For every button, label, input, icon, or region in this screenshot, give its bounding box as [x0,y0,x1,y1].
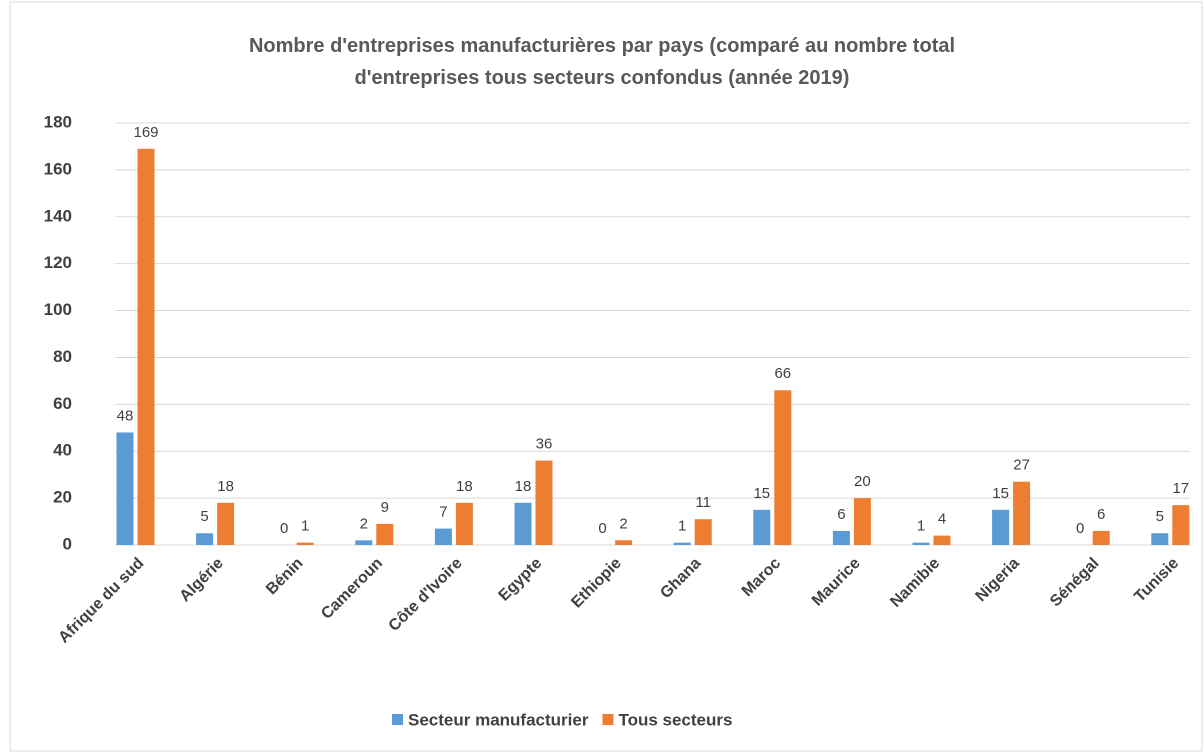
y-tick-label: 40 [53,441,72,460]
data-label: 6 [837,506,845,523]
bar [1151,533,1169,545]
bar [116,432,134,545]
bar [753,509,771,545]
data-label: 18 [515,478,532,495]
y-tick-label: 80 [53,347,72,366]
data-label: 7 [439,504,447,521]
bar [535,460,553,545]
bar [355,540,373,545]
bar [1172,505,1190,545]
x-tick-label: Algérie [177,555,227,605]
data-label: 1 [917,518,925,535]
y-tick-label: 100 [44,300,72,319]
data-label: 1 [678,518,686,535]
data-label: 5 [200,508,208,525]
y-tick-label: 160 [44,159,72,178]
data-label: 6 [1097,506,1105,523]
x-tick-label: Sénégal [1047,555,1102,610]
data-label: 2 [360,515,368,532]
bar [514,502,532,545]
y-tick-label: 20 [53,488,72,507]
legend-label: Tous secteurs [618,710,732,729]
legend-label: Secteur manufacturier [408,710,589,729]
data-label: 11 [695,494,711,511]
bar [1092,530,1110,545]
bar [615,540,633,545]
x-tick-label: Tunisie [1131,555,1182,606]
data-label: 15 [992,485,1009,502]
data-label: 2 [619,515,627,532]
bar [434,528,452,545]
bar [933,535,951,545]
legend-swatch [392,714,403,725]
data-label: 66 [774,365,791,382]
bar [673,542,691,545]
bar [455,502,473,545]
data-label: 36 [536,436,553,453]
x-tick-label: Côte d'Ivoire [386,555,466,635]
y-tick-label: 60 [53,394,72,413]
bar [217,502,235,545]
data-label: 15 [753,485,770,502]
data-label: 20 [854,473,871,490]
x-tick-label: Nigeria [973,555,1023,605]
data-label: 169 [133,124,158,141]
y-tick-label: 180 [44,112,72,131]
x-tick-label: Egypte [496,555,546,605]
chart-title: Nombre d'entreprises manufacturières par… [248,35,956,89]
bar [376,523,394,545]
bar [853,498,871,545]
data-label: 18 [217,478,234,495]
x-tick-label: Afrique du sud [55,555,147,647]
x-tick-label: Ethiopie [568,555,625,612]
y-tick-label: 140 [44,206,72,225]
data-label: 0 [598,520,606,537]
data-label: 18 [456,478,473,495]
bar [912,542,930,545]
bar [296,542,314,545]
x-tick-label: Ghana [657,555,704,602]
bar [992,509,1010,545]
data-label: 9 [381,499,389,516]
chart-border [9,1,1203,752]
data-label: 1 [301,518,309,535]
x-tick-label: Maroc [739,555,784,600]
x-tick-label: Namibie [887,555,943,611]
x-tick-label: Maurice [809,555,864,610]
data-label: 27 [1013,457,1030,474]
bar [1013,481,1031,545]
data-label: 0 [1076,520,1084,537]
data-label: 4 [938,511,946,528]
x-tick-label: Cameroun [318,555,386,623]
legend-swatch [602,714,614,725]
y-tick-label: 120 [44,253,72,272]
data-label: 5 [1156,508,1164,525]
y-tick-label: 0 [63,534,72,553]
x-tick-label: Bénin [263,555,306,598]
data-label: 17 [1172,480,1189,497]
bar [832,530,850,545]
bar [694,519,712,545]
bar [196,533,214,545]
bar [774,390,792,545]
bar [137,148,155,546]
data-label: 48 [117,407,134,424]
data-label: 0 [280,520,288,537]
